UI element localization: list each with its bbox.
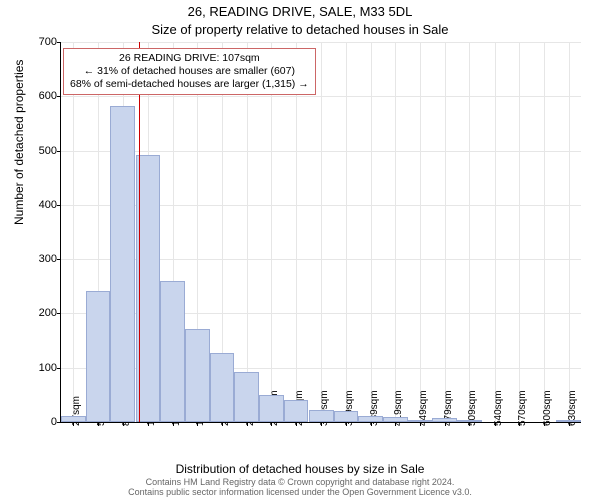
gridline-v [247,42,248,422]
reference-line [139,42,140,422]
ytick-mark [57,368,61,369]
annotation-box: 26 READING DRIVE: 107sqm ← 31% of detach… [63,48,316,95]
histogram-bar [259,395,284,422]
ytick-mark [57,42,61,43]
gridline-v [371,42,372,422]
ytick-mark [57,259,61,260]
histogram-bar [358,416,383,423]
ytick-mark [57,422,61,423]
histogram-bar [383,417,408,422]
chart-title: 26, READING DRIVE, SALE, M33 5DL [0,4,600,19]
gridline-v [296,42,297,422]
histogram-bar [408,420,433,422]
xtick-label: 570sqm [517,390,528,426]
histogram-bar [86,291,111,422]
gridline-v [544,42,545,422]
gridline-v [469,42,470,422]
histogram-bar [556,420,581,422]
histogram-bar [185,329,210,422]
gridline-v [321,42,322,422]
y-axis-label: Number of detached properties [12,60,26,225]
histogram-bar [110,106,135,422]
gridline-v [569,42,570,422]
ytick-label: 300 [39,253,57,265]
ytick-label: 200 [39,307,57,319]
ytick-mark [57,313,61,314]
footer-line-2: Contains public sector information licen… [0,488,600,498]
histogram-bar [457,420,482,422]
x-axis-label: Distribution of detached houses by size … [0,462,600,476]
histogram-bar [334,411,359,422]
gridline-v [73,42,74,422]
ytick-label: 600 [39,90,57,102]
ytick-label: 500 [39,145,57,157]
chart-footer: Contains HM Land Registry data © Crown c… [0,478,600,498]
histogram-bar [210,353,235,422]
annotation-line-3: 68% of semi-detached houses are larger (… [70,78,309,91]
histogram-bar [160,281,185,422]
gridline-v [271,42,272,422]
histogram-bar [61,416,86,423]
histogram-bar [234,372,259,422]
ytick-mark [57,96,61,97]
annotation-line-1: 26 READING DRIVE: 107sqm [70,52,309,65]
property-size-chart: 26, READING DRIVE, SALE, M33 5DL Size of… [0,0,600,500]
ytick-label: 700 [39,36,57,48]
ytick-label: 400 [39,199,57,211]
ytick-label: 100 [39,362,57,374]
annotation-line-2: ← 31% of detached houses are smaller (60… [70,65,309,78]
gridline-v [395,42,396,422]
gridline-v [519,42,520,422]
xtick-label: 540sqm [493,390,504,426]
histogram-bar [309,410,334,422]
gridline-v [495,42,496,422]
ytick-mark [57,151,61,152]
ytick-mark [57,205,61,206]
chart-subtitle: Size of property relative to detached ho… [0,22,600,37]
histogram-bar [432,418,457,422]
gridline-v [445,42,446,422]
ytick-label: 0 [51,416,57,428]
plot-area: 010020030040050060070027sqm57sqm87sqm118… [60,42,581,423]
gridline-v [420,42,421,422]
histogram-bar [284,400,309,422]
xtick-label: 600sqm [542,390,553,426]
gridline-v [346,42,347,422]
